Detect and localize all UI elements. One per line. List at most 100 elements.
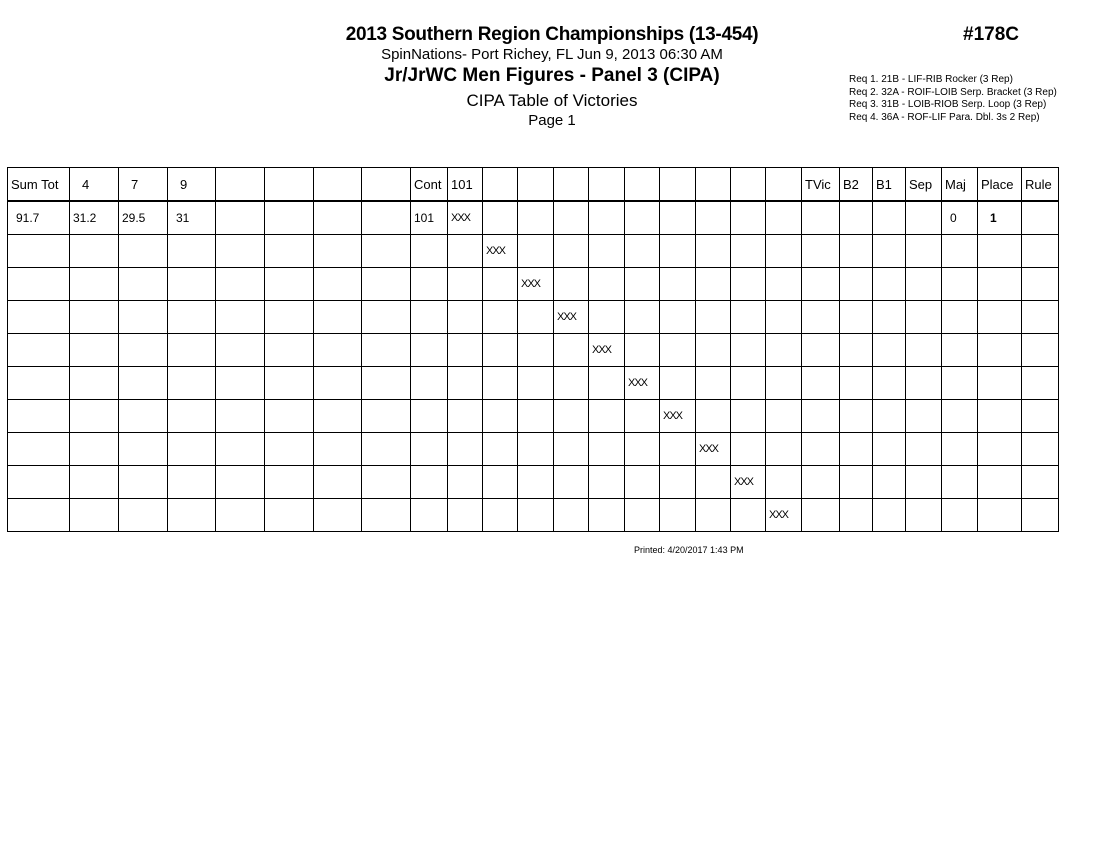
table-cell xyxy=(765,465,802,499)
requirement: Req 2. 32A - ROIF-LOIB Serp. Bracket (3 … xyxy=(849,86,1057,98)
table-cell xyxy=(941,465,978,499)
table-cell xyxy=(941,399,978,433)
table-cell xyxy=(215,200,265,235)
table-cell xyxy=(801,432,840,466)
table-cell xyxy=(941,300,978,334)
table-cell xyxy=(410,399,448,433)
table-cell xyxy=(730,200,766,235)
table-cell: 101 xyxy=(410,200,448,235)
column-header: Maj xyxy=(941,167,978,202)
column-header xyxy=(695,167,731,202)
table-cell xyxy=(264,300,314,334)
table-cell: 0 xyxy=(941,200,978,235)
table-cell xyxy=(872,366,906,400)
table-cell xyxy=(730,333,766,367)
table-cell xyxy=(361,267,411,301)
table-row: XXX xyxy=(7,498,1059,532)
table-cell xyxy=(215,300,265,334)
table-cell: 1 xyxy=(977,200,1022,235)
table-cell xyxy=(659,366,696,400)
table-cell xyxy=(313,333,362,367)
table-cell xyxy=(659,333,696,367)
table-cell xyxy=(447,366,483,400)
table-cell xyxy=(765,366,802,400)
table-cell xyxy=(588,234,625,268)
table-cell: 29.5 xyxy=(118,200,168,235)
table-cell xyxy=(1021,267,1059,301)
column-header: B2 xyxy=(839,167,873,202)
table-cell xyxy=(839,366,873,400)
table-cell xyxy=(361,399,411,433)
table-cell xyxy=(517,465,554,499)
table-cell xyxy=(482,366,518,400)
table-cell xyxy=(215,399,265,433)
table-cell xyxy=(447,234,483,268)
table-cell xyxy=(659,465,696,499)
column-header xyxy=(730,167,766,202)
table-cell: 31 xyxy=(167,200,216,235)
table-cell xyxy=(410,234,448,268)
table-cell xyxy=(905,234,942,268)
table-cell xyxy=(410,465,448,499)
table-cell xyxy=(447,300,483,334)
table-cell xyxy=(313,465,362,499)
table-cell xyxy=(118,399,168,433)
table-cell xyxy=(977,366,1022,400)
column-header: 4 xyxy=(69,167,119,202)
table-cell xyxy=(695,333,731,367)
table-cell xyxy=(659,498,696,532)
table-cell xyxy=(410,498,448,532)
table-cell xyxy=(517,333,554,367)
table-cell xyxy=(1021,333,1059,367)
table-cell xyxy=(977,300,1022,334)
table-cell xyxy=(313,200,362,235)
header-row: Sum Tot 4 7 9 Cont 101 TVic B2 B1 Sep Maj Place Rule xyxy=(7,167,1059,202)
table-cell xyxy=(553,399,589,433)
table-cell xyxy=(905,333,942,367)
table-cell xyxy=(167,498,216,532)
table-cell xyxy=(7,432,70,466)
table-cell xyxy=(977,498,1022,532)
table-cell xyxy=(167,432,216,466)
table-cell xyxy=(167,267,216,301)
table-cell xyxy=(659,267,696,301)
self-marker-cell: XXX xyxy=(447,200,483,235)
table-row: XXX xyxy=(7,432,1059,466)
table-cell xyxy=(447,498,483,532)
table-cell xyxy=(801,267,840,301)
table-cell xyxy=(905,399,942,433)
table-cell xyxy=(553,200,589,235)
requirements-list: Req 1. 21B - LIF-RIB Rocker (3 Rep) Req … xyxy=(849,74,1057,124)
table-cell xyxy=(872,333,906,367)
table-cell xyxy=(765,432,802,466)
table-cell xyxy=(167,399,216,433)
table-cell xyxy=(69,300,119,334)
table-cell xyxy=(69,432,119,466)
column-header xyxy=(765,167,802,202)
table-cell xyxy=(264,366,314,400)
table-row: XXX xyxy=(7,300,1059,334)
table-cell xyxy=(624,465,660,499)
table-cell xyxy=(482,399,518,433)
table-cell xyxy=(941,366,978,400)
table-row: 91.7 31.2 29.5 31 101 XXX 0 1 xyxy=(7,200,1059,235)
table-cell xyxy=(941,333,978,367)
self-marker-cell: XXX xyxy=(695,432,731,466)
self-marker-cell: XXX xyxy=(517,267,554,301)
table-cell xyxy=(624,300,660,334)
table-cell xyxy=(482,333,518,367)
printed-timestamp: Printed: 4/20/2017 1:43 PM xyxy=(634,545,744,555)
table-cell xyxy=(765,200,802,235)
table-cell xyxy=(659,234,696,268)
table-cell xyxy=(7,498,70,532)
requirement: Req 1. 21B - LIF-RIB Rocker (3 Rep) xyxy=(849,74,1013,85)
table-cell xyxy=(264,465,314,499)
table-cell xyxy=(1021,432,1059,466)
table-cell xyxy=(118,267,168,301)
table-cell xyxy=(624,267,660,301)
table-cell xyxy=(118,300,168,334)
column-header xyxy=(624,167,660,202)
table-cell xyxy=(361,300,411,334)
table-cell xyxy=(905,300,942,334)
table-cell xyxy=(264,267,314,301)
